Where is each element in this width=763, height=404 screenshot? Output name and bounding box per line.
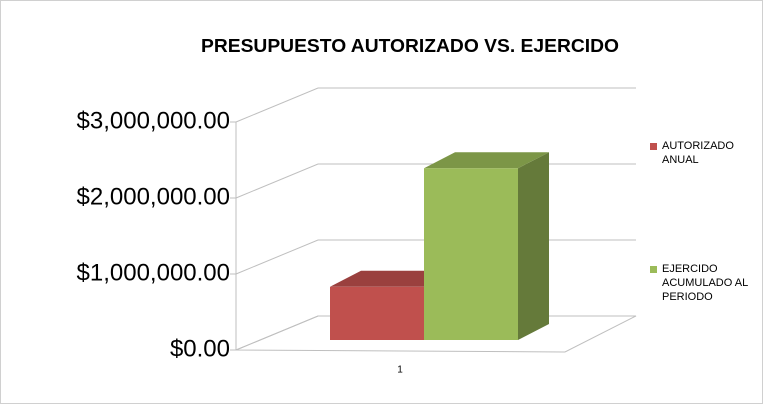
y-tick-label: $2,000,000.00 [77, 183, 230, 210]
bar [424, 168, 518, 340]
y-tick-label: $3,000,000.00 [77, 107, 230, 134]
bar [330, 286, 424, 340]
legend-swatch [650, 266, 657, 273]
grid-line [235, 87, 636, 123]
bar-top [330, 270, 455, 287]
bar-side [518, 152, 549, 340]
legend-label: EJERCIDO ACUMULADO AL PERIODO [662, 263, 748, 303]
y-tick-label: $1,000,000.00 [77, 259, 230, 286]
y-tick-label: $0.00 [170, 335, 230, 362]
legend-label: AUTORIZADO ANUAL [662, 140, 734, 166]
legend-swatch [650, 143, 657, 150]
x-tick-label: 1 [397, 365, 403, 376]
chart-title: PRESUPUESTO AUTORIZADO VS. EJERCIDO [201, 36, 619, 56]
bar-top [424, 152, 549, 169]
